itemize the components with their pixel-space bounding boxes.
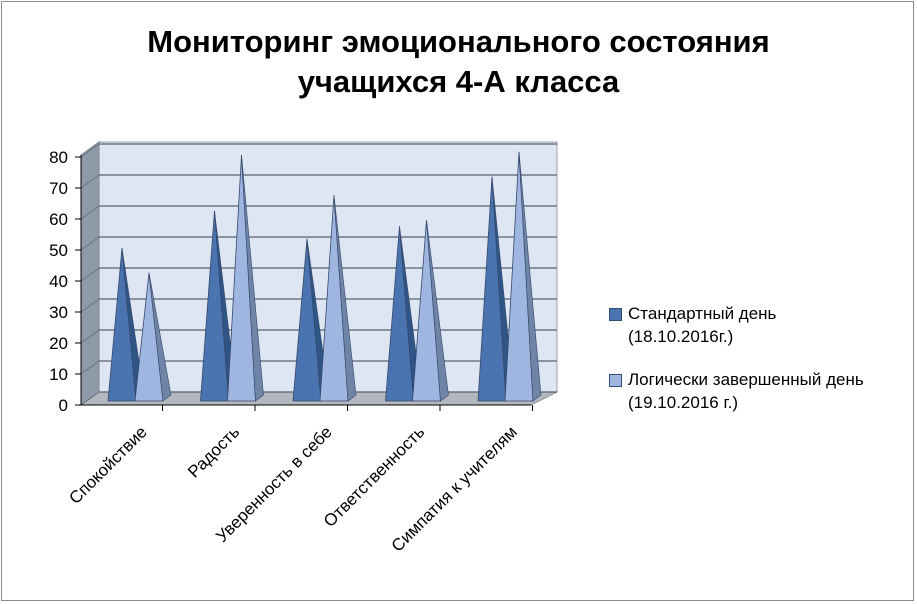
legend-label-series-1-line-2: (18.10.2016г.) bbox=[628, 327, 734, 346]
y-tick-label: 70 bbox=[49, 179, 68, 198]
y-tick-label: 0 bbox=[59, 396, 68, 415]
y-tick-label: 50 bbox=[49, 241, 68, 260]
y-tick-label: 30 bbox=[49, 303, 68, 322]
gridline-side bbox=[80, 298, 100, 313]
gridline-side bbox=[80, 205, 100, 220]
legend-item-series-1: Стандартный день (18.10.2016г.) bbox=[609, 302, 864, 348]
cone-shade-2-1 bbox=[148, 272, 172, 402]
chart-title-line-1: Мониторинг эмоционального состояния bbox=[147, 24, 770, 59]
gridline-side bbox=[80, 236, 100, 251]
category-label-1: Спокойствие bbox=[65, 422, 150, 507]
cone-shade-2-4 bbox=[426, 220, 449, 402]
legend-label-series-2-line-2: (19.10.2016 г.) bbox=[628, 393, 738, 412]
cone-shade-2-2 bbox=[241, 154, 264, 402]
y-tick-label: 80 bbox=[49, 148, 68, 167]
y-tick-label: 20 bbox=[49, 334, 68, 353]
legend-label-series-2-line-1: Логически завершенный день bbox=[628, 370, 864, 389]
cone-shade-2-3 bbox=[333, 195, 357, 402]
chart-legend: Стандартный день (18.10.2016г.) Логическ… bbox=[609, 302, 864, 434]
y-tick-label: 40 bbox=[49, 272, 68, 291]
y-tick-label: 60 bbox=[49, 210, 68, 229]
gridline-side bbox=[80, 329, 100, 344]
gridline-side bbox=[80, 391, 100, 406]
gridline-side bbox=[80, 360, 100, 375]
category-label-4: Ответственность bbox=[320, 422, 428, 530]
legend-label-series-1-line-1: Стандартный день bbox=[628, 304, 777, 323]
gridline-side bbox=[80, 267, 100, 282]
legend-swatch-series-2 bbox=[609, 374, 622, 387]
category-label-2: Радость bbox=[184, 422, 243, 481]
chart-title-line-2: учащихся 4-А класса bbox=[297, 64, 620, 99]
gridline-side bbox=[80, 174, 100, 189]
y-tick-label: 10 bbox=[49, 365, 68, 384]
cone-shade-2-5 bbox=[518, 151, 542, 402]
chart-title: Мониторинг эмоционального состояния учащ… bbox=[0, 22, 917, 102]
legend-swatch-series-1 bbox=[609, 308, 622, 321]
gridline-side bbox=[80, 143, 100, 158]
legend-item-series-2: Логически завершенный день (19.10.2016 г… bbox=[609, 368, 864, 414]
